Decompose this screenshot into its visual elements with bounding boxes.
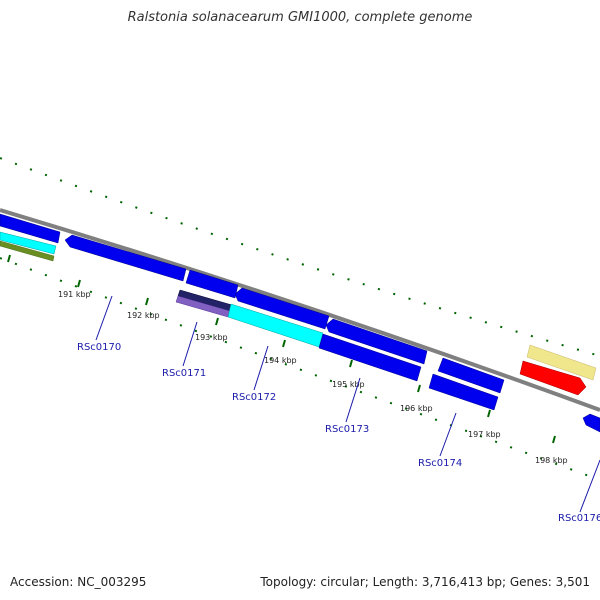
topology-text: Topology: circular; Length: 3,716,413 bp… <box>260 575 590 589</box>
gene-leaders <box>95 295 600 513</box>
major-ticks <box>7 254 556 444</box>
cds-feature[interactable] <box>64 234 187 282</box>
cds-feature[interactable] <box>582 413 600 433</box>
trna-feature[interactable] <box>519 360 587 396</box>
gene-label[interactable]: RSc0176 <box>558 513 600 524</box>
cds-feature <box>0 240 55 262</box>
cds-feature[interactable] <box>234 287 330 330</box>
tick-label: 197 kbp <box>468 430 501 439</box>
gene-label[interactable]: RSc0173 <box>325 424 369 435</box>
tick-label: 195 kbp <box>332 380 365 389</box>
tick-label: 193 kbp <box>195 333 228 342</box>
gene-label[interactable]: RSc0172 <box>232 392 276 403</box>
gene-label[interactable]: RSc0170 <box>77 342 121 353</box>
gene-label[interactable]: RSc0174 <box>418 458 462 469</box>
cds-feature[interactable] <box>437 357 505 394</box>
backbone <box>0 208 600 412</box>
tick-label: 194 kbp <box>264 356 297 365</box>
cds-feature[interactable] <box>0 231 57 255</box>
tick-label: 198 kbp <box>535 456 568 465</box>
tick-label: 196 kbp <box>400 404 433 413</box>
map-title: Ralstonia solanacearum GMI1000, complete… <box>127 10 473 25</box>
cds-feature[interactable] <box>185 269 239 299</box>
tick-label: 192 kbp <box>127 311 160 320</box>
cds-feature[interactable] <box>318 333 422 382</box>
cds-feature[interactable] <box>428 373 499 411</box>
cds-feature[interactable] <box>227 303 324 348</box>
gene-label[interactable]: RSc0171 <box>162 368 206 379</box>
tick-label: 191 kbp <box>58 290 91 299</box>
cds-feature[interactable] <box>325 318 428 365</box>
misc-feature[interactable] <box>526 344 597 381</box>
cds-feature[interactable] <box>0 213 61 244</box>
accession-text: Accession: NC_003295 <box>10 575 147 589</box>
